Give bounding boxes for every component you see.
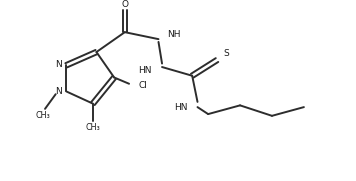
Text: HN: HN (138, 66, 152, 75)
Text: CH₃: CH₃ (36, 111, 51, 120)
Text: O: O (121, 1, 128, 9)
Text: N: N (55, 87, 62, 96)
Text: HN: HN (174, 103, 188, 112)
Text: Cl: Cl (139, 81, 148, 90)
Text: CH₃: CH₃ (85, 123, 100, 132)
Text: NH: NH (167, 30, 181, 39)
Text: S: S (224, 49, 229, 58)
Text: N: N (55, 60, 62, 69)
